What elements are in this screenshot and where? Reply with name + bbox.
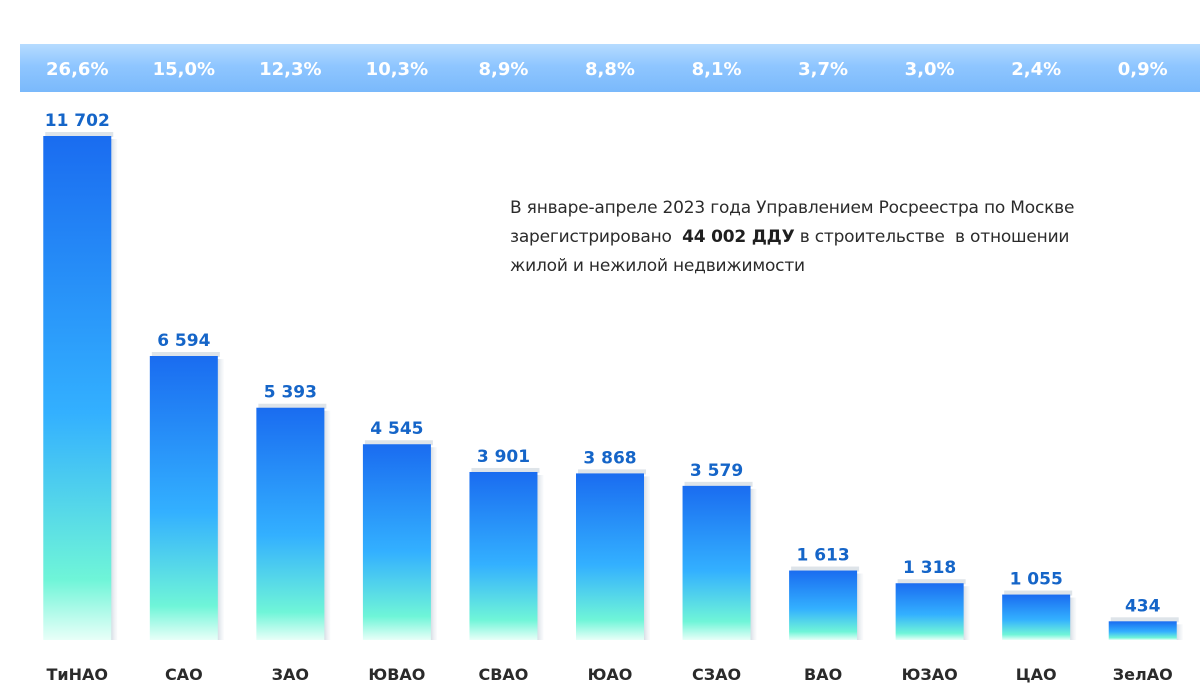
bar — [576, 473, 644, 640]
share-labels: 26,6% 15,0% 12,3% 10,3% 8,9% 8,8% 8,1% 3,7% 3,0%… — [46, 59, 1168, 80]
annotation-line-3: жилой и нежилой недвижимости — [510, 256, 805, 276]
category-label: СВАО — [478, 665, 528, 684]
bar-top-shadow — [258, 403, 327, 409]
value-label: 3 579 — [690, 461, 743, 481]
bar-top-shadow — [897, 579, 966, 585]
annotation-total: 44 002 ДДУ — [682, 227, 795, 247]
bar — [43, 136, 112, 640]
share-label: 3,7% — [798, 59, 848, 80]
bar-top-shadow — [1110, 617, 1179, 623]
annotation-line-2-end: в строительстве в отношении — [794, 227, 1070, 247]
bar — [789, 570, 858, 640]
value-label: 6 594 — [157, 331, 210, 351]
category-label: ЮЗАО — [902, 665, 958, 684]
bar-top-shadow — [578, 469, 646, 475]
share-label: 8,8% — [585, 59, 635, 80]
share-band — [20, 44, 1200, 92]
annotation-line-2: зарегистрировано 44 002 ДДУ в строительс… — [510, 223, 1170, 252]
share-label: 10,3% — [366, 59, 428, 80]
bar-shadow — [643, 476, 650, 640]
share-label: 15,0% — [153, 59, 215, 80]
category-label: ЮВАО — [368, 665, 425, 684]
bars — [43, 136, 1177, 640]
bar — [895, 583, 964, 640]
category-label: ЗАО — [272, 665, 309, 684]
chart-annotation: В январе-апреле 2023 года Управлением Ро… — [510, 194, 1170, 281]
value-labels: 11 702 6 594 5 393 4 545 3 901 3 868 3 579 1 61… — [45, 111, 1161, 616]
bar-top-shadow — [1004, 590, 1073, 596]
category-label: ЗелАО — [1113, 665, 1173, 684]
bar-top-shadow — [45, 132, 114, 137]
bar-shadow — [749, 488, 757, 640]
bar-top-shadow — [684, 481, 753, 487]
annotation-line-1: В январе-апреле 2023 года Управлением Ро… — [510, 198, 1075, 218]
value-label: 11 702 — [45, 111, 110, 131]
bar — [256, 407, 325, 640]
bar-shadow — [429, 447, 437, 640]
bar-top-shadow — [364, 440, 433, 446]
share-label: 3,0% — [905, 59, 955, 80]
bar-top-shadow — [471, 467, 540, 473]
bar-shadow — [962, 586, 970, 640]
share-label: 26,6% — [46, 59, 108, 80]
category-labels: ТиНАО САО ЗАО ЮВАО СВАО ЮАО СЗАО ВАО ЮЗАО ЦАО ЗелА… — [47, 665, 1173, 684]
category-label: ТиНАО — [47, 665, 109, 684]
bar — [1108, 621, 1177, 640]
share-label: 8,9% — [478, 59, 528, 80]
value-label: 3 868 — [583, 448, 636, 468]
share-label: 0,9% — [1118, 59, 1168, 80]
value-label: 3 901 — [477, 447, 530, 467]
value-label: 4 545 — [370, 419, 423, 439]
bar-top-shadow — [151, 351, 220, 357]
bar — [682, 485, 751, 640]
value-label: 5 393 — [264, 383, 317, 403]
bar-shadow — [323, 410, 331, 640]
value-label: 1 318 — [903, 558, 956, 578]
bar — [1002, 594, 1071, 640]
category-label: СЗАО — [692, 665, 741, 684]
share-label: 2,4% — [1011, 59, 1061, 80]
category-label: ЦАО — [1016, 665, 1057, 684]
bar-shadow — [1069, 597, 1077, 640]
bar-shadow — [216, 358, 224, 640]
category-label: ЮАО — [588, 665, 633, 684]
bar-shadow — [110, 139, 118, 640]
bar-shadow — [1175, 624, 1183, 640]
value-label: 1 055 — [1010, 570, 1063, 590]
bar-shadows — [45, 132, 1183, 640]
bar-top-shadow — [791, 566, 860, 572]
category-label: САО — [165, 665, 203, 684]
bar-shadow — [536, 474, 544, 640]
category-label: ВАО — [804, 665, 842, 684]
share-label: 12,3% — [259, 59, 321, 80]
bar — [362, 444, 431, 640]
annotation-line-2-start: зарегистрировано — [510, 227, 683, 247]
value-label: 1 613 — [796, 546, 849, 566]
bar — [469, 471, 538, 640]
share-label: 8,1% — [692, 59, 742, 80]
value-label: 434 — [1125, 596, 1161, 616]
bar — [149, 355, 218, 640]
bar-shadow — [856, 573, 864, 640]
